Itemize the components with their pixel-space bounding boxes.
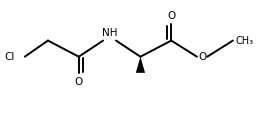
Text: O: O [75,77,83,87]
Text: O: O [198,52,206,62]
Polygon shape [136,57,145,73]
Text: Cl: Cl [4,52,15,62]
Text: O: O [167,11,176,21]
Text: NH: NH [102,28,117,38]
Text: CH₃: CH₃ [236,36,254,46]
